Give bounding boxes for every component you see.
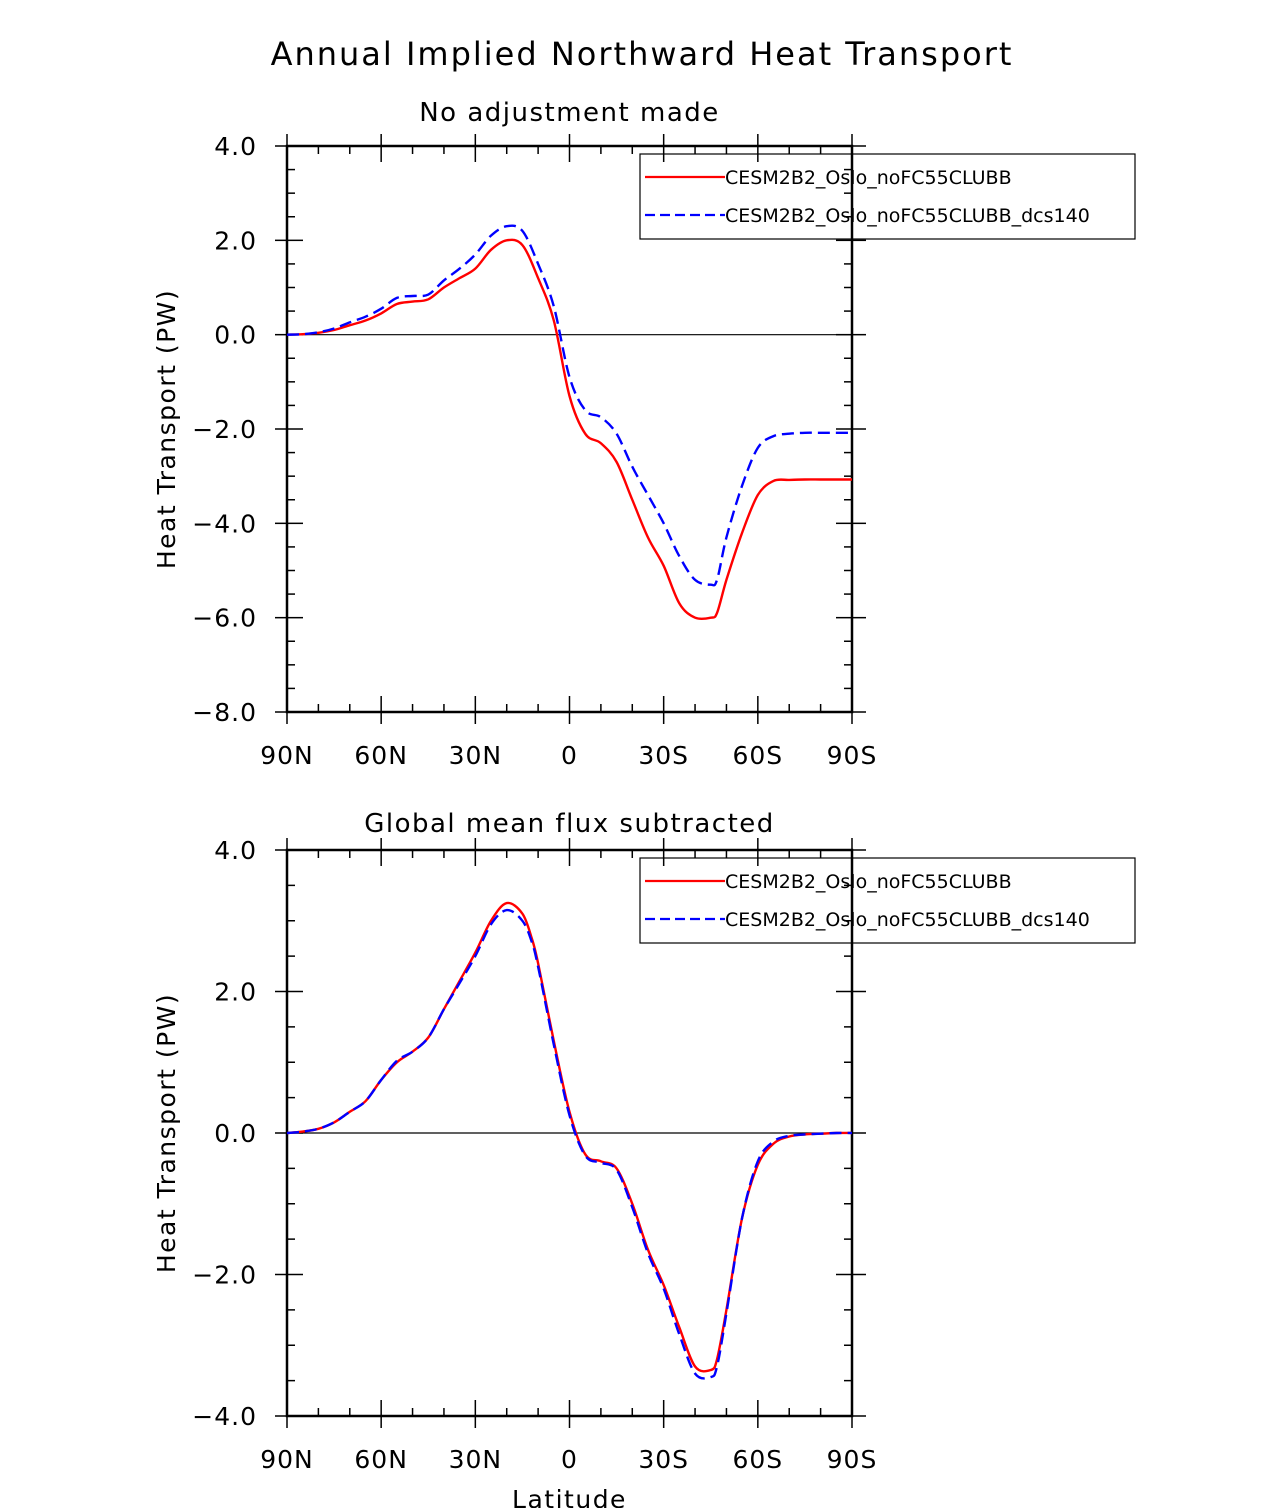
x-tick-label: 60N [354,741,408,770]
series-line-1 [286,238,852,621]
x-tick-label: 0 [561,1445,578,1474]
x-tick-label: 30S [638,741,689,770]
legend-label-2: CESM2B2_Oslo_noFC55CLUBB_dcs140 [725,909,1090,931]
panel-top: No adjustment made 90N 60N 30N 0 30S 60S 90S 4.0… [152,98,1136,770]
y-tick-label: −4.0 [192,1402,257,1431]
y-axis-label: Heat Transport (PW) [152,993,181,1273]
legend-box [639,153,1136,240]
x-tick-label: 30N [449,741,503,770]
panel-title: No adjustment made [419,98,720,128]
series-line-2 [286,908,853,1380]
y-tick-label: −4.0 [192,509,257,538]
y-tick-label: −2.0 [192,415,257,444]
legend-label-2: CESM2B2_Oslo_noFC55CLUBB_dcs140 [725,205,1090,227]
y-tick-label: −8.0 [192,698,257,727]
x-tick-label: 60S [732,741,783,770]
y-axis-label: Heat Transport (PW) [152,289,181,569]
x-tick-label: 90N [260,741,314,770]
series-line-1 [286,901,853,1373]
y-tick-label: −6.0 [192,604,257,633]
x-axis-label: Latitude [512,1485,627,1508]
panel-title: Global mean flux subtracted [364,809,775,839]
legend-box [639,857,1136,944]
legend-label-1: CESM2B2_Oslo_noFC55CLUBB [725,167,1012,189]
legend: CESM2B2_Oslo_noFC55CLUBB CESM2B2_Oslo_noF… [639,153,1136,240]
y-tick-label: 0.0 [214,1119,257,1148]
series-line-2 [286,224,852,587]
panel-bottom: Global mean flux subtracted 90N 60N 30N 0 30S… [152,809,1136,1508]
x-tick-label: 60N [354,1445,408,1474]
x-tick-label: 90S [827,741,878,770]
legend-label-1: CESM2B2_Oslo_noFC55CLUBB [725,871,1012,893]
y-tick-label: 0.0 [214,321,257,350]
x-tick-label: 30S [638,1445,689,1474]
x-tick-label: 60S [732,1445,783,1474]
y-tick-label: −2.0 [192,1261,257,1290]
x-tick-label: 90S [827,1445,878,1474]
x-tick-label: 90N [260,1445,314,1474]
x-tick-label: 30N [449,1445,503,1474]
y-tick-label: 4.0 [214,836,257,865]
y-tick-label: 2.0 [214,226,257,255]
y-tick-label: 4.0 [214,132,257,161]
y-tick-label: 2.0 [214,978,257,1007]
x-tick-label: 0 [561,741,578,770]
legend: CESM2B2_Oslo_noFC55CLUBB CESM2B2_Oslo_noF… [639,857,1136,944]
main-title: Annual Implied Northward Heat Transport [271,35,1014,73]
